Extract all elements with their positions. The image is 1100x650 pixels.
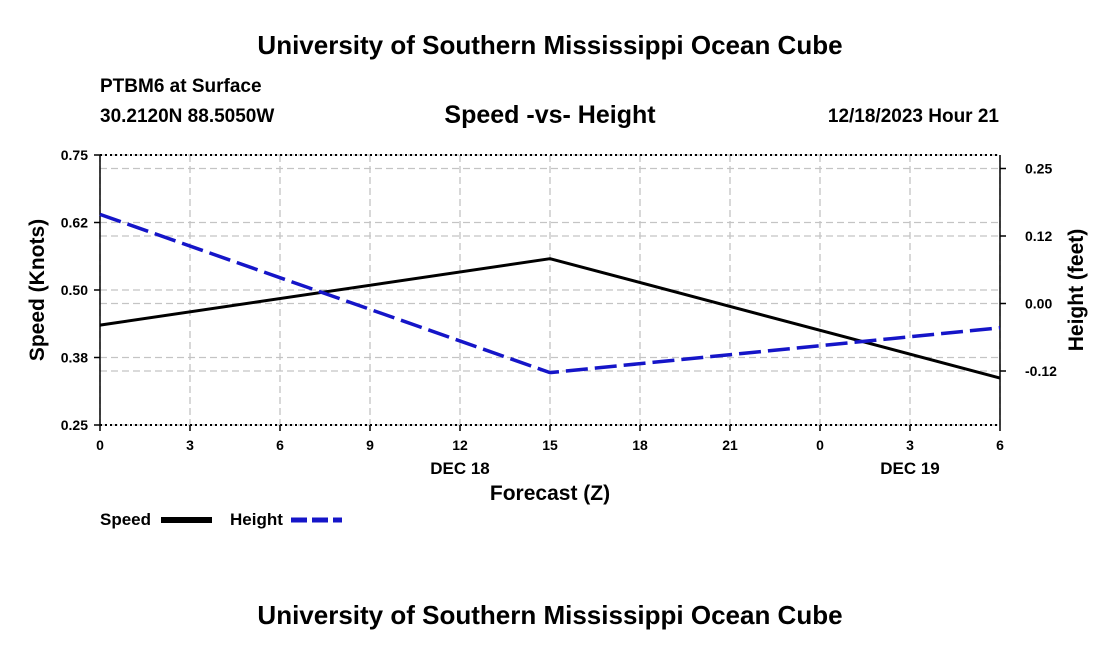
y-left-tick-label-2: 0.50 [61, 282, 88, 298]
x-tick-label-4: 12 [452, 437, 468, 453]
date-label-0: DEC 18 [430, 459, 490, 478]
x-tick-label-7: 21 [722, 437, 738, 453]
x-tick-label-1: 3 [186, 437, 194, 453]
x-axis-label: Forecast (Z) [490, 482, 610, 505]
datetime-label: 12/18/2023 Hour 21 [827, 106, 999, 127]
legend: Speed Height [100, 510, 342, 529]
x-tick-label-2: 6 [276, 437, 284, 453]
x-tick-label-6: 18 [632, 437, 648, 453]
page-title: University of Southern Mississippi Ocean… [257, 30, 843, 60]
coordinates-label: 30.2120N 88.5050W [100, 106, 275, 127]
y-axis-left-label: Speed (Knots) [26, 219, 49, 361]
y-left-tick-label-4: 0.75 [61, 147, 88, 163]
x-tick-label-5: 15 [542, 437, 558, 453]
y-axis-right-label: Height (feet) [1065, 229, 1088, 352]
series-line-height [99, 212, 1001, 375]
footer-title: University of Southern Mississippi Ocean… [257, 600, 843, 630]
labels-layer: Speed (Knots) Height (feet) Forecast (Z)… [26, 147, 1088, 505]
chart-title: Speed -vs- Height [444, 101, 656, 129]
speed-height-chart: Speed (Knots) Height (feet) Forecast (Z)… [26, 147, 1088, 529]
y-right-tick-label-0: -0.12 [1025, 363, 1057, 379]
y-left-tick-label-1: 0.38 [61, 350, 88, 366]
x-tick-label-10: 6 [996, 437, 1004, 453]
legend-height-label: Height [230, 510, 283, 529]
x-tick-label-0: 0 [96, 437, 104, 453]
x-tick-label-9: 3 [906, 437, 914, 453]
station-label: PTBM6 at Surface [100, 76, 262, 97]
series-line-speed [99, 257, 1001, 380]
date-label-1: DEC 19 [880, 459, 940, 478]
grid-layer [99, 154, 1001, 426]
legend-speed-label: Speed [100, 510, 151, 529]
y-left-tick-label-0: 0.25 [61, 417, 88, 433]
y-left-tick-label-3: 0.62 [61, 215, 88, 231]
x-tick-label-8: 0 [816, 437, 824, 453]
axes-layer [94, 154, 1006, 431]
y-right-tick-label-3: 0.25 [1025, 161, 1052, 177]
series-layer [99, 212, 1001, 380]
y-right-tick-label-1: 0.00 [1025, 296, 1052, 312]
y-right-tick-label-2: 0.12 [1025, 228, 1052, 244]
x-tick-label-3: 9 [366, 437, 374, 453]
